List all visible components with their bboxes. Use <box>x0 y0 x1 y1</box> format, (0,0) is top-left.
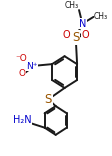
Text: O: O <box>62 30 70 40</box>
Text: S: S <box>45 93 52 106</box>
Text: N: N <box>79 19 86 29</box>
Text: O: O <box>81 30 89 40</box>
Text: H₂N: H₂N <box>13 115 32 125</box>
Text: O: O <box>18 69 25 78</box>
Text: ⁻O: ⁻O <box>15 54 27 63</box>
Text: CH₃: CH₃ <box>64 1 79 10</box>
Text: S: S <box>72 31 79 44</box>
Text: CH₃: CH₃ <box>94 12 108 21</box>
Text: N⁺: N⁺ <box>26 61 38 71</box>
